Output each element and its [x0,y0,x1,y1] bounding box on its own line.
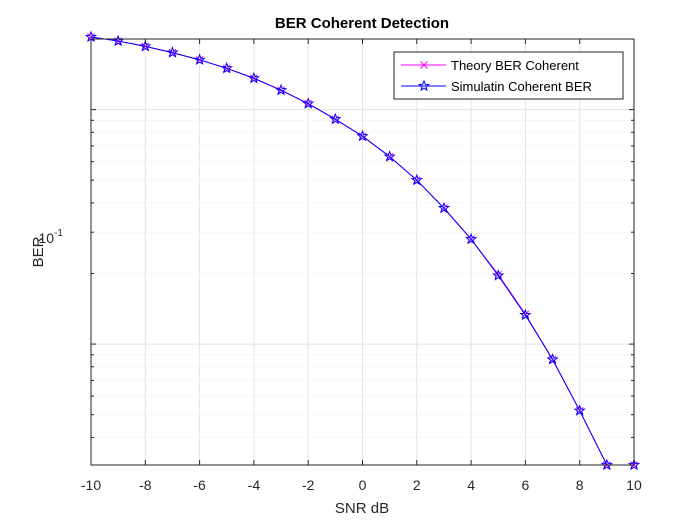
data-point-star [383,150,396,162]
x-tick-label: -2 [302,477,315,493]
legend-marker-theory [420,61,428,69]
data-point-star [492,269,505,281]
grid-layer [90,38,635,465]
chart-title: BER Coherent Detection [275,15,449,32]
data-point-star [247,71,261,84]
x-tick-label: -8 [139,477,152,493]
data-point-star [329,112,342,125]
y-axis-label: BER [30,236,47,267]
legend-entry-theory: Theory BER Coherent [401,58,579,73]
x-tick-label: 4 [467,477,475,493]
x-tick-label: -4 [248,477,261,493]
data-point-star [600,458,613,471]
y-tick-label: 10-1 [39,228,64,246]
legend-marker-simulation [417,79,431,92]
data-point-star [166,46,179,58]
x-tick-label: 0 [359,477,367,493]
series-layer [84,30,641,471]
legend-label-theory: Theory BER Coherent [451,58,579,73]
x-tick-label: 8 [576,477,584,493]
data-point-star [193,53,206,66]
legend: Theory BER Coherent Simulatin Coherent B… [393,51,624,100]
data-point-star [464,232,478,245]
data-point-star [573,404,586,416]
data-point-star [410,173,423,186]
data-point-star [546,352,559,365]
legend-box [393,51,624,100]
series-line [90,36,634,466]
x-tick-label: 2 [413,477,421,493]
data-point-star [274,83,288,96]
legend-entry-simulation: Simulatin Coherent BER [401,79,592,94]
x-tick-label: 6 [522,477,530,493]
x-tick-label: -10 [81,477,101,493]
data-point-star [220,61,233,74]
data-point-star [356,129,369,142]
data-point-star [139,39,152,52]
x-tick-labels: -10 -8 -6 -4 -2 0 2 4 6 8 10 [81,477,642,493]
data-point-star [627,458,641,471]
tick-layer [90,38,635,465]
legend-label-simulation: Simulatin Coherent BER [451,79,592,94]
series-simulation [84,30,641,471]
y-tick-labels: 10-1 [39,228,64,246]
x-tick-label: 10 [626,477,642,493]
x-tick-label: -6 [193,477,206,493]
data-point-star [437,201,451,214]
x-axis-label: SNR dB [335,500,389,517]
data-point-star [302,97,315,109]
data-point-star [519,308,532,321]
